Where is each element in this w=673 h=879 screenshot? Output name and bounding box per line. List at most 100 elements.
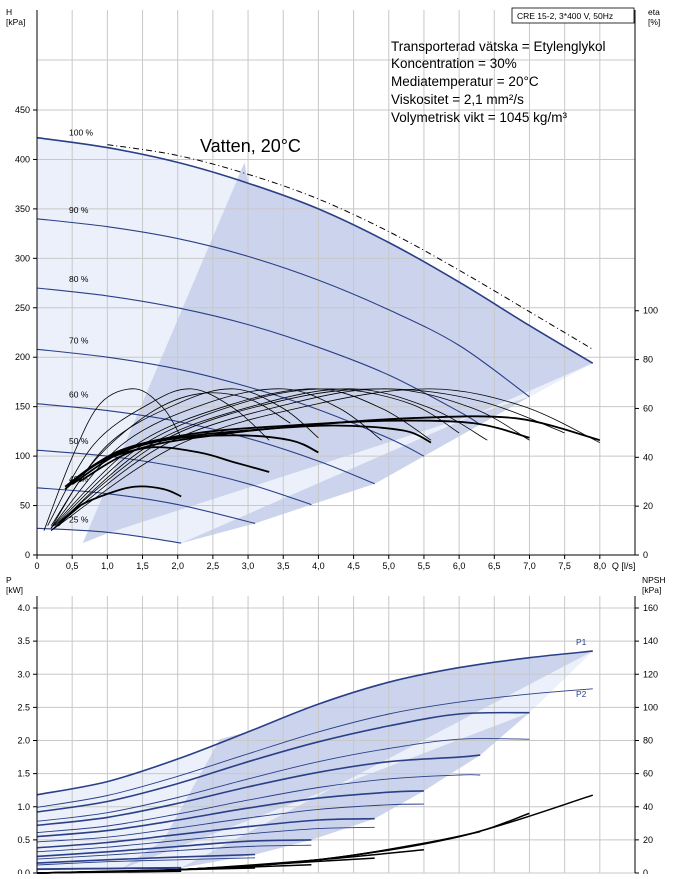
top-y-tick-label-0: 0 <box>25 550 30 560</box>
bottom-y-tick-label-4: 2.0 <box>17 736 30 746</box>
speed-curve-label-1: 90 % <box>69 205 89 215</box>
eta-curve-2 <box>50 388 319 526</box>
npsh-tick-label-2: 40 <box>643 802 653 812</box>
top-eta-tick-label-0: 0 <box>643 550 648 560</box>
bottom-left-axis-label-line2: [kW] <box>6 585 23 595</box>
eta-curve-6 <box>50 388 530 531</box>
p2-curve-5 <box>36 844 312 860</box>
top-y-tick-label-300: 300 <box>15 253 30 263</box>
speed-curve-label-3: 70 % <box>69 335 89 345</box>
npsh-tick-label-7: 140 <box>643 636 658 646</box>
eta-curve-5 <box>50 388 488 531</box>
speed-curve-label-4: 60 % <box>69 390 89 400</box>
x-tick-label-11: 5,5 <box>418 561 431 571</box>
speed-curve-label-7: 25 % <box>69 514 89 524</box>
p1-curve-7 <box>36 866 182 870</box>
bottom-y-tick-label-2: 1.0 <box>17 802 30 812</box>
fluid-info-line-2: Koncentration = 30% <box>391 56 517 71</box>
p1-curve-5 <box>36 839 312 858</box>
x-tick-label-4: 2,0 <box>171 561 184 571</box>
p1-curve-6 <box>36 853 256 864</box>
bottom-y-tick-label-8: 4.0 <box>17 603 30 613</box>
x-tick-label-3: 1,5 <box>136 561 149 571</box>
x-axis-label: Q [l/s] <box>612 561 636 571</box>
p1-curve-0 <box>36 650 593 796</box>
fluid-info-line-3: Mediatemperatur = 20°C <box>391 74 539 89</box>
p1-curve-3 <box>36 790 424 838</box>
eta-curve-4 <box>50 388 432 529</box>
npsh-tick-label-6: 120 <box>643 669 658 679</box>
series-label-p2: P2 <box>576 689 587 699</box>
p2-curve-6 <box>36 857 256 866</box>
top-eta-tick-label-100: 100 <box>643 306 658 316</box>
top-y-tick-label-150: 150 <box>15 402 30 412</box>
p2-curve-0 <box>36 688 593 808</box>
series-label-p1: P1 <box>576 637 587 647</box>
x-tick-label-6: 3,0 <box>242 561 255 571</box>
water-annotation: Vatten, 20°C <box>200 136 301 156</box>
eta-curve-0 <box>43 388 182 531</box>
bottom-right-axis-label-line2: [kPa] <box>642 585 661 595</box>
npsh-curve-7 <box>36 870 182 874</box>
x-tick-label-15: 7,5 <box>558 561 571 571</box>
eta-curve-8 <box>54 388 460 526</box>
bottom-y-tick-label-1: 0.5 <box>17 835 30 845</box>
eta-bold-curve-3 <box>64 434 319 488</box>
top-y-tick-label-250: 250 <box>15 303 30 313</box>
speed-curve-label-2: 80 % <box>69 274 89 284</box>
speed-curve-2 <box>36 287 481 425</box>
npsh-tick-label-1: 20 <box>643 835 653 845</box>
bottom-curves <box>36 650 594 874</box>
bottom-right-axis-label-line1: NPSH <box>642 575 666 585</box>
p2-curve-1 <box>36 738 530 822</box>
top-shading <box>37 137 593 544</box>
top-axes: 0 50 100 150 200 250 300 350 400 450 0 20 40 60 80 100 0… <box>15 10 658 571</box>
p2-curve-4 <box>36 826 375 853</box>
x-tick-label-0: 0 <box>34 561 39 571</box>
p2-curve-7 <box>36 867 182 871</box>
nominal-curve <box>107 144 594 350</box>
fluid-info-line-5: Volymetrisk vikt = 1045 kg/m³ <box>391 110 567 125</box>
fluid-info-line-1: Transporterad vätska = Etylenglykol <box>391 39 605 54</box>
bottom-left-axis-label-line1: P <box>6 575 12 585</box>
p1-curve-2 <box>36 754 481 827</box>
x-tick-label-1: 0,5 <box>66 561 79 571</box>
eta-curve-9 <box>54 388 565 527</box>
speed-curve-5 <box>36 449 312 506</box>
top-grid <box>36 10 635 556</box>
x-tick-label-14: 7,0 <box>523 561 536 571</box>
bottom-y-tick-label-6: 3.0 <box>17 669 30 679</box>
top-left-axis-label-line1: H <box>6 7 12 17</box>
x-tick-label-13: 6,5 <box>488 561 501 571</box>
p1-curve-4 <box>36 817 375 849</box>
npsh-tick-label-4: 80 <box>643 736 653 746</box>
model-label-box <box>511 7 635 24</box>
p2-curve-3 <box>36 803 424 843</box>
bottom-axes: 0.0 0.5 1.0 1.5 2.0 2.5 3.0 3.5 4.0 0 20 40 60 80 100 1… <box>17 596 658 878</box>
speed-curve-4 <box>36 403 375 485</box>
bottom-y-tick-label-7: 3.5 <box>17 636 30 646</box>
speed-curve-6 <box>36 487 256 524</box>
x-tick-label-2: 1,0 <box>101 561 114 571</box>
top-y-tick-label-350: 350 <box>15 204 30 214</box>
x-tick-label-10: 5,0 <box>383 561 396 571</box>
bottom-shading <box>37 651 593 870</box>
speed-curve-0 <box>36 136 594 364</box>
bottom-y-tick-label-3: 1.5 <box>17 769 30 779</box>
top-left-axis-label-line2: [kPa] <box>6 17 25 27</box>
eta-curve-7 <box>50 388 600 531</box>
x-tick-label-16: 8,0 <box>594 561 607 571</box>
top-y-tick-label-200: 200 <box>15 352 30 362</box>
npsh-tick-label-0: 0 <box>643 868 648 874</box>
speed-curve-3 <box>36 348 425 457</box>
top-right-axis-label-line2: [%] <box>648 17 660 27</box>
x-tick-label-12: 6,0 <box>453 561 466 571</box>
x-tick-label-8: 4,0 <box>312 561 325 571</box>
speed-curve-label-0: 100 % <box>69 128 94 138</box>
model-label: CRE 15-2, 3*400 V, 50Hz <box>517 11 613 21</box>
npsh-tick-label-3: 60 <box>643 769 653 779</box>
top-y-tick-label-100: 100 <box>15 451 30 461</box>
bottom-y-tick-label-5: 2.5 <box>17 702 30 712</box>
